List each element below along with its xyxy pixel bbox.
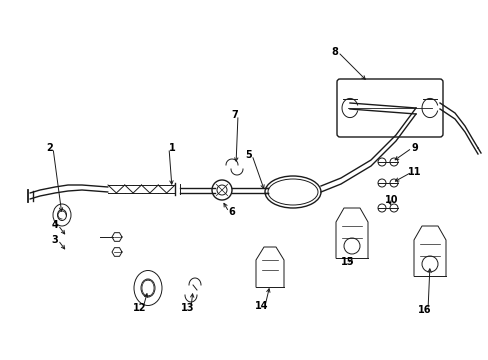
Text: 14: 14 [255,301,268,311]
Text: 15: 15 [341,257,354,267]
Text: 7: 7 [231,110,238,120]
Text: 6: 6 [228,207,235,217]
Text: 2: 2 [46,143,53,153]
Text: 1: 1 [168,143,175,153]
Text: 16: 16 [417,305,431,315]
Text: 5: 5 [245,150,252,160]
Text: 12: 12 [133,303,146,313]
Text: 11: 11 [407,167,421,177]
Text: 8: 8 [331,47,338,57]
Text: 3: 3 [52,235,58,245]
Text: 9: 9 [411,143,418,153]
Text: 13: 13 [181,303,194,313]
Text: 4: 4 [52,220,58,230]
Text: 10: 10 [385,195,398,205]
